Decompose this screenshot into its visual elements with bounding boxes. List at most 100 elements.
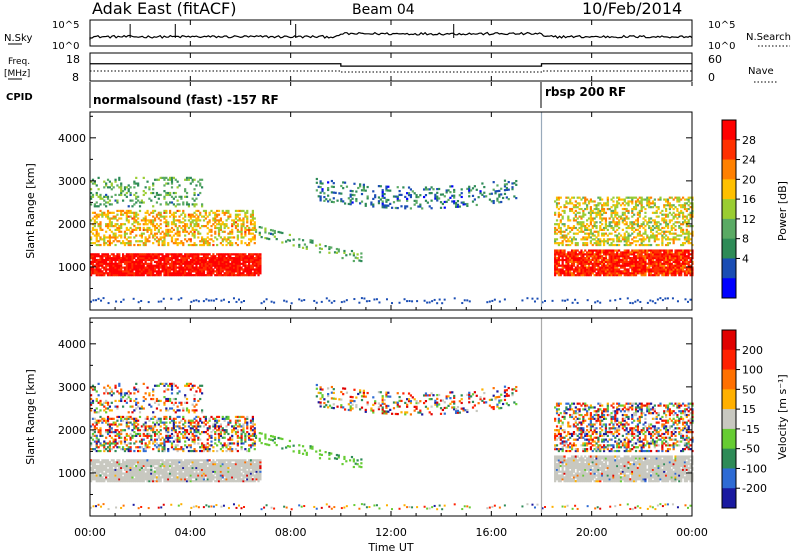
power-cell [148, 226, 151, 230]
power-cell [665, 234, 668, 237]
power-cell [249, 264, 253, 267]
power-cell [195, 266, 198, 269]
power-cell [116, 258, 119, 262]
power-cell [424, 186, 428, 189]
power-cell [360, 256, 363, 259]
power-cell [591, 258, 594, 262]
power-noise-cell [634, 300, 637, 303]
velocity-cell [159, 480, 162, 483]
power-cell [153, 260, 157, 264]
power-cell [616, 251, 619, 254]
power-cell [681, 257, 685, 260]
velocity-cell [127, 470, 130, 473]
power-cell [663, 219, 666, 222]
power-cell [657, 253, 660, 256]
power-cell [176, 257, 179, 260]
power-cell [383, 206, 386, 209]
power-noise-cell [408, 300, 411, 303]
velocity-cell [167, 472, 170, 475]
power-cell [618, 258, 621, 262]
power-cell [678, 257, 681, 260]
power-cell [640, 234, 643, 237]
power-cell [97, 240, 100, 243]
power-cell [259, 257, 262, 260]
power-cell [327, 188, 330, 192]
power-cell [631, 242, 634, 245]
velocity-cell [118, 464, 121, 468]
power-cell [199, 182, 202, 185]
power-noise-cell [270, 300, 273, 303]
power-cell [216, 270, 219, 273]
power-cell [335, 251, 339, 254]
power-cell [148, 234, 151, 237]
power-cell [221, 260, 224, 264]
power-cell [687, 266, 690, 269]
power-cell [359, 183, 362, 186]
power-cell [137, 223, 140, 226]
power-cell [616, 258, 619, 262]
power-cell [589, 217, 592, 220]
power-cell [561, 215, 564, 218]
power-cell [355, 198, 358, 201]
power-cell [157, 240, 160, 243]
power-cell [321, 182, 324, 185]
power-cell [648, 257, 651, 260]
power-cell [614, 253, 617, 256]
velocity-cell [121, 472, 125, 475]
power-cell [319, 185, 322, 189]
power-cell [123, 262, 127, 265]
power-noise-cell [441, 302, 444, 305]
power-cell [584, 268, 587, 271]
velocity-cell [174, 463, 177, 466]
velocity-cell [165, 463, 168, 466]
power-cell [642, 264, 645, 267]
power-cell [636, 219, 640, 222]
power-cell [610, 274, 613, 277]
power-cell [659, 228, 662, 231]
power-cell [587, 236, 591, 239]
power-cell [606, 270, 609, 273]
velocity-cell [131, 474, 134, 477]
power-cell [244, 257, 247, 260]
power-noise-cell [243, 300, 246, 303]
power-cell [479, 192, 482, 195]
power-cell [689, 249, 692, 252]
velocity-cell [182, 472, 185, 475]
power-cell [593, 200, 596, 203]
power-cell [589, 200, 592, 203]
power-cell [93, 215, 96, 218]
power-cell [193, 257, 196, 260]
power-cell [240, 224, 243, 228]
power-cell [248, 268, 251, 271]
power-cell [640, 206, 643, 209]
velocity-cell [157, 466, 160, 470]
power-cell [668, 272, 671, 275]
power-cell [651, 268, 655, 271]
power-cell [223, 238, 226, 241]
power-cell [580, 221, 583, 224]
power-cell [683, 219, 687, 222]
power-cell [500, 200, 503, 204]
power-cell [572, 255, 576, 258]
power-noise-cell [132, 297, 135, 300]
power-cell [602, 211, 606, 214]
power-cell [202, 240, 206, 243]
power-cell [191, 178, 194, 181]
power-cell [144, 255, 147, 258]
power-cell [118, 226, 121, 230]
freq-panel: Freq. [MHz] 18 8 60 0 Nave [4, 52, 778, 84]
power-cell [133, 203, 136, 206]
power-cell [105, 266, 108, 269]
power-cell [602, 249, 606, 252]
power-cell [138, 234, 142, 237]
power-cell [318, 247, 322, 250]
power-cell [678, 249, 681, 252]
power-cell [176, 266, 179, 269]
power-noise-cell [97, 297, 100, 300]
power-cell [404, 195, 407, 199]
power-cell [584, 258, 587, 262]
power-cell [185, 264, 189, 267]
power-cell [240, 236, 243, 239]
power-cell [129, 270, 132, 273]
power-cell [120, 258, 123, 262]
